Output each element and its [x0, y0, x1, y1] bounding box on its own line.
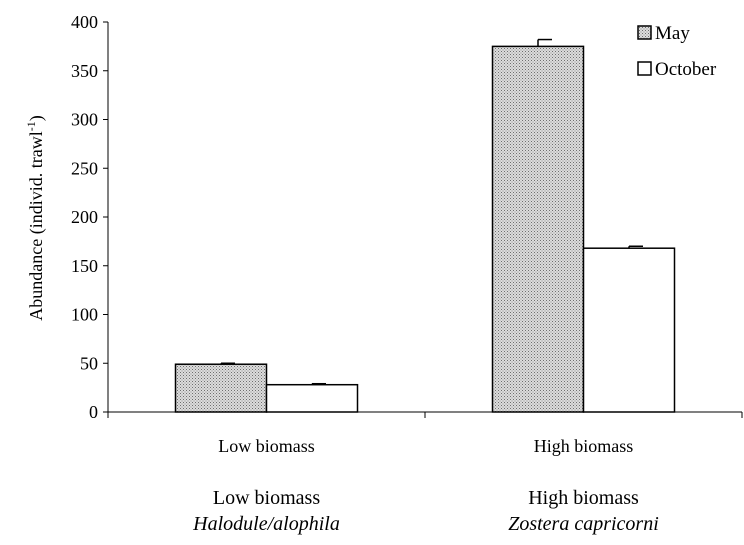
- y-axis-title-superscript: -1: [24, 121, 38, 131]
- y-tick-label: 50: [80, 353, 98, 373]
- category-label: High biomass: [534, 436, 634, 456]
- bar-may-1: [491, 45, 585, 413]
- category-labels: Low biomass Low biomass Halodule/alophila H…: [192, 436, 659, 535]
- y-axis-title: Abundance (individ. trawl-1): [24, 115, 47, 320]
- bar-october-0: [265, 383, 359, 413]
- bar-may-0: [174, 363, 268, 413]
- legend-label-october: October: [655, 59, 717, 80]
- y-tick-label: 300: [71, 110, 98, 130]
- y-tick-label: 350: [71, 61, 98, 81]
- legend: May October: [637, 23, 717, 80]
- y-tick-label: 0: [89, 402, 98, 422]
- group-sublabel: Zostera capricorni: [508, 513, 659, 535]
- bar-october-1: [582, 247, 676, 413]
- y-axis-title-close: ): [26, 115, 47, 121]
- y-axis: 0 50 100 150 200 250 300 350 400: [71, 12, 109, 422]
- error-bars: [220, 38, 643, 385]
- legend-swatch-may: [637, 25, 652, 40]
- y-tick-label: 150: [71, 256, 98, 276]
- bars: [174, 45, 676, 413]
- group-label: High biomass: [528, 487, 639, 509]
- y-tick-label: 100: [71, 305, 98, 325]
- legend-swatch-october: [637, 61, 652, 76]
- x-axis: [107, 411, 743, 418]
- y-tick-label: 400: [71, 12, 98, 32]
- y-tick-label: 200: [71, 207, 98, 227]
- category-label: Low biomass: [218, 436, 315, 456]
- y-tick-label: 250: [71, 158, 98, 178]
- legend-label-may: May: [655, 23, 690, 44]
- group-label: Low biomass: [213, 487, 320, 509]
- group-sublabel: Halodule/alophila: [192, 513, 340, 535]
